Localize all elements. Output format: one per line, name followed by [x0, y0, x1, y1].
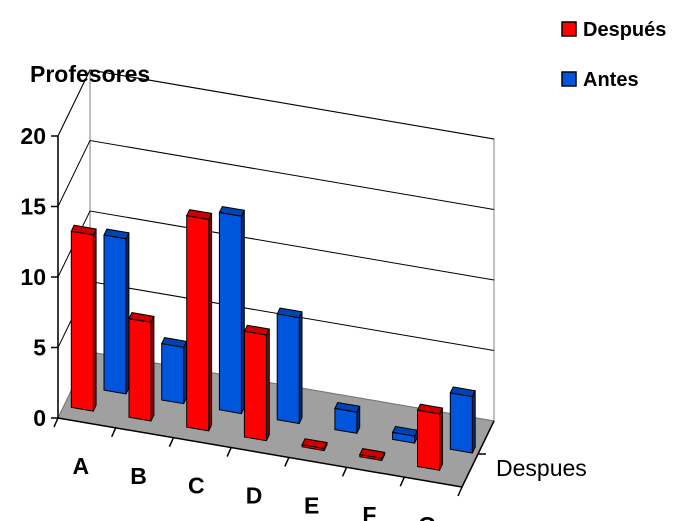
gridline: [57, 210, 495, 281]
gridline: [57, 69, 495, 140]
legend-label-antes: Antes: [583, 69, 639, 91]
depth-axis-label: Despues: [496, 455, 587, 481]
bar-despues-D: [243, 324, 271, 442]
legend-swatch-antes: [561, 71, 577, 87]
gridline: [57, 139, 495, 210]
x-tick: [111, 427, 117, 438]
chart-bars: [70, 205, 476, 471]
x-tick-label-F: F: [362, 502, 376, 521]
chart-axes: 0 5 10 15 20 A B C D E F G: [20, 123, 495, 521]
x-tick: [341, 466, 348, 477]
x-tick: [168, 437, 175, 448]
bar-despues-B: [128, 312, 155, 422]
bar-despues-C: [185, 209, 213, 432]
legend-label-despues: Después: [583, 19, 666, 41]
legend: Después Antes: [561, 19, 666, 91]
bar-despues-F: [359, 448, 386, 461]
x-tick-label-B: B: [130, 463, 147, 489]
y-tick-label: 20: [20, 123, 46, 149]
x-tick: [399, 476, 405, 487]
bar-antes-D: [276, 307, 303, 425]
x-tick-label-D: D: [246, 482, 263, 508]
bar-antes-E: [334, 401, 361, 434]
bar-antes-B: [160, 337, 188, 405]
bar-antes-C: [218, 205, 246, 415]
bar-despues-E: [301, 438, 328, 452]
y-tick-label: 0: [33, 405, 46, 431]
bar-antes-G: [449, 386, 476, 454]
legend-swatch-despues: [561, 21, 577, 37]
x-tick: [53, 417, 59, 428]
y-tick-label: 15: [20, 194, 46, 220]
y-tick-label: 10: [20, 264, 46, 290]
x-tick: [457, 486, 463, 497]
chart-title: Profesores: [30, 61, 150, 87]
x-tick-label-E: E: [304, 492, 319, 518]
x-tick: [226, 447, 232, 457]
x-tick-label-G: G: [418, 512, 436, 521]
bar-despues-G: [416, 403, 444, 471]
bar-despues-A: [70, 224, 97, 412]
x-tick-label-A: A: [73, 453, 90, 479]
bar-antes-A: [103, 228, 130, 395]
y-tick-label: 5: [33, 335, 46, 361]
x-tick-label-C: C: [188, 473, 205, 499]
x-axis: [57, 417, 463, 488]
x-tick: [284, 457, 290, 467]
